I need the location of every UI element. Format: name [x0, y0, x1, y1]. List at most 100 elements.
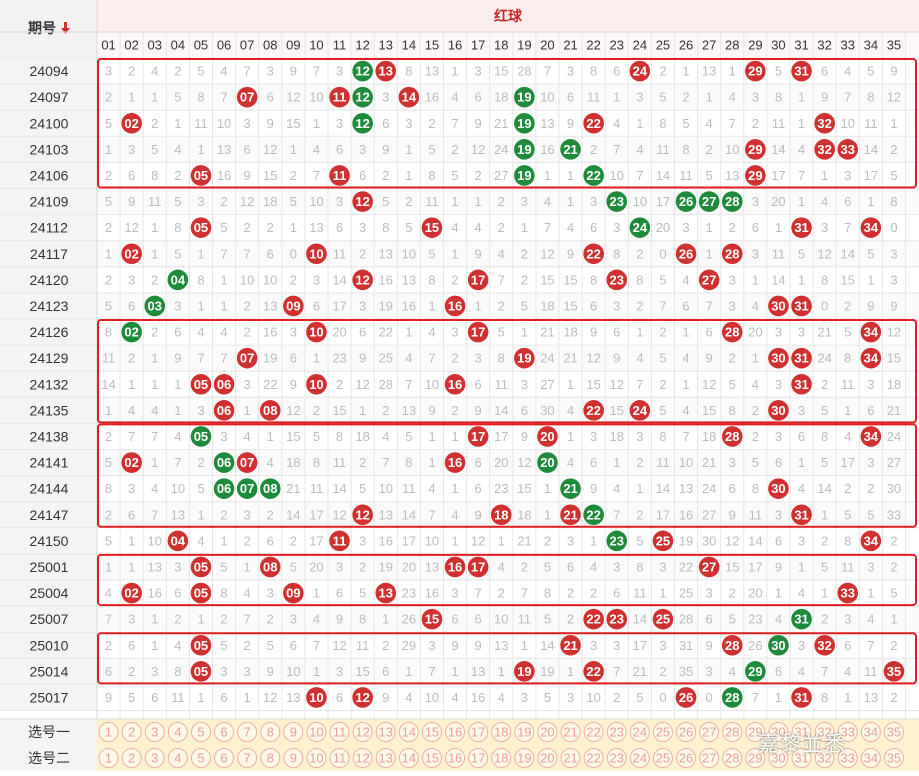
pick-ball-number[interactable]: 9	[290, 751, 297, 766]
pick-ball-number[interactable]: 20	[540, 725, 554, 740]
pick-ball-button[interactable]	[421, 748, 442, 768]
pick-ball-number[interactable]: 26	[679, 751, 693, 766]
pick-ball-number[interactable]: 32	[817, 725, 831, 740]
pick-ball-button[interactable]	[468, 722, 489, 742]
pick-ball-button[interactable]	[421, 722, 442, 742]
pick-ball-button[interactable]	[214, 722, 235, 742]
pick-ball-button[interactable]	[768, 722, 789, 742]
pick-ball-number[interactable]: 35	[887, 725, 901, 740]
pick-ball-button[interactable]	[745, 722, 766, 742]
pick-ball-button[interactable]	[652, 748, 673, 768]
pick-ball-number[interactable]: 11	[333, 725, 347, 740]
pick-ball-button[interactable]	[329, 722, 350, 742]
pick-ball-button[interactable]	[883, 722, 904, 742]
pick-ball-button[interactable]	[329, 748, 350, 768]
pick-ball-button[interactable]	[375, 748, 396, 768]
pick-ball-button[interactable]	[560, 748, 581, 768]
pick-ball-button[interactable]	[537, 722, 558, 742]
pick-ball-number[interactable]: 4	[174, 725, 181, 740]
pick-ball-number[interactable]: 20	[540, 751, 554, 766]
pick-ball-number[interactable]: 2	[128, 725, 135, 740]
pick-ball-number[interactable]: 15	[425, 725, 439, 740]
pick-ball-number[interactable]: 10	[309, 751, 323, 766]
pick-ball-button[interactable]	[560, 722, 581, 742]
pick-ball-button[interactable]	[768, 748, 789, 768]
pick-ball-button[interactable]	[445, 722, 466, 742]
pick-ball-button[interactable]	[491, 722, 512, 742]
pick-ball-button[interactable]	[352, 748, 373, 768]
pick-ball-button[interactable]	[144, 722, 165, 742]
pick-ball-number[interactable]: 27	[702, 725, 716, 740]
pick-ball-number[interactable]: 2	[128, 751, 135, 766]
pick-ball-button[interactable]	[375, 722, 396, 742]
pick-ball-number[interactable]: 32	[817, 751, 831, 766]
pick-ball-button[interactable]	[283, 722, 304, 742]
pick-ball-number[interactable]: 9	[290, 725, 297, 740]
pick-ball-number[interactable]: 33	[841, 751, 855, 766]
pick-ball-number[interactable]: 6	[220, 725, 227, 740]
pick-ball-number[interactable]: 7	[244, 725, 251, 740]
pick-ball-button[interactable]	[814, 722, 835, 742]
pick-ball-number[interactable]: 30	[771, 725, 785, 740]
pick-ball-button[interactable]	[491, 748, 512, 768]
pick-ball-number[interactable]: 24	[633, 751, 647, 766]
pick-ball-button[interactable]	[745, 748, 766, 768]
pick-ball-button[interactable]	[121, 748, 142, 768]
pick-ball-button[interactable]	[791, 748, 812, 768]
pick-ball-number[interactable]: 8	[267, 725, 274, 740]
pick-ball-button[interactable]	[583, 748, 604, 768]
pick-ball-button[interactable]	[260, 748, 281, 768]
pick-ball-button[interactable]	[676, 748, 697, 768]
pick-ball-number[interactable]: 3	[151, 751, 158, 766]
pick-ball-button[interactable]	[306, 748, 327, 768]
pick-ball-button[interactable]	[445, 748, 466, 768]
pick-ball-number[interactable]: 14	[402, 751, 416, 766]
pick-ball-button[interactable]	[837, 722, 858, 742]
pick-ball-number[interactable]: 15	[425, 751, 439, 766]
pick-ball-button[interactable]	[214, 748, 235, 768]
pick-ball-button[interactable]	[791, 722, 812, 742]
pick-ball-number[interactable]: 29	[748, 751, 762, 766]
pick-ball-number[interactable]: 3	[151, 725, 158, 740]
pick-ball-number[interactable]: 27	[702, 751, 716, 766]
pick-ball-button[interactable]	[606, 748, 627, 768]
pick-ball-number[interactable]: 13	[379, 725, 393, 740]
pick-ball-button[interactable]	[98, 748, 119, 768]
pick-ball-button[interactable]	[468, 748, 489, 768]
pick-ball-button[interactable]	[860, 748, 881, 768]
pick-ball-number[interactable]: 12	[355, 751, 369, 766]
pick-ball-number[interactable]: 8	[267, 751, 274, 766]
pick-ball-button[interactable]	[814, 748, 835, 768]
pick-ball-button[interactable]	[190, 722, 211, 742]
pick-ball-button[interactable]	[190, 748, 211, 768]
pick-ball-button[interactable]	[537, 748, 558, 768]
pick-ball-button[interactable]	[652, 722, 673, 742]
pick-ball-number[interactable]: 31	[794, 725, 808, 740]
pick-ball-number[interactable]: 28	[725, 725, 739, 740]
pick-ball-number[interactable]: 24	[633, 725, 647, 740]
pick-ball-number[interactable]: 4	[174, 751, 181, 766]
pick-ball-number[interactable]: 23	[610, 725, 624, 740]
pick-ball-button[interactable]	[676, 722, 697, 742]
pick-ball-button[interactable]	[144, 748, 165, 768]
pick-ball-button[interactable]	[722, 722, 743, 742]
pick-ball-number[interactable]: 29	[748, 725, 762, 740]
pick-ball-number[interactable]: 16	[448, 751, 462, 766]
pick-ball-number[interactable]: 25	[656, 751, 670, 766]
pick-ball-number[interactable]: 13	[379, 751, 393, 766]
pick-ball-number[interactable]: 7	[244, 751, 251, 766]
pick-ball-button[interactable]	[629, 748, 650, 768]
pick-ball-button[interactable]	[167, 722, 188, 742]
pick-ball-button[interactable]	[121, 722, 142, 742]
pick-ball-button[interactable]	[260, 722, 281, 742]
pick-ball-number[interactable]: 12	[355, 725, 369, 740]
pick-ball-button[interactable]	[883, 748, 904, 768]
pick-ball-number[interactable]: 17	[471, 751, 485, 766]
pick-ball-button[interactable]	[398, 748, 419, 768]
pick-ball-button[interactable]	[722, 748, 743, 768]
pick-ball-button[interactable]	[283, 748, 304, 768]
pick-ball-button[interactable]	[398, 722, 419, 742]
pick-ball-button[interactable]	[167, 748, 188, 768]
pick-ball-button[interactable]	[237, 722, 258, 742]
pick-ball-button[interactable]	[606, 722, 627, 742]
